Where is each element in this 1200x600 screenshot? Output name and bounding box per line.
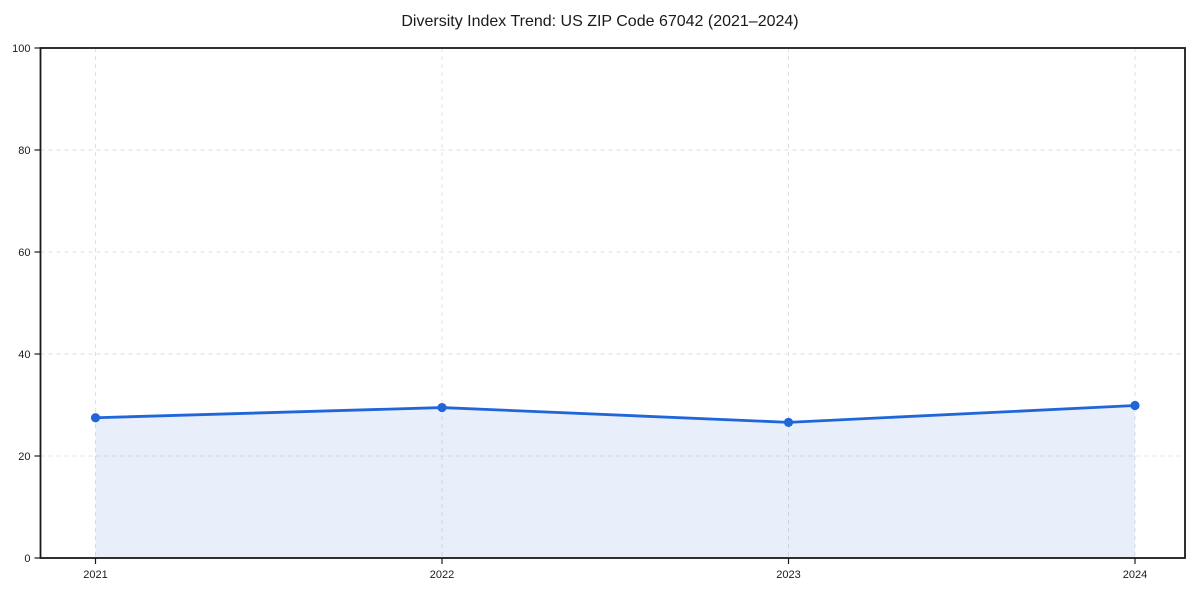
x-axis: 2021 2022 2023 2024 — [83, 558, 1147, 581]
x-tick-label: 2022 — [430, 569, 454, 581]
y-tick-label: 20 — [18, 451, 30, 463]
data-point — [90, 413, 101, 423]
y-tick-label: 60 — [18, 247, 30, 259]
chart-title: Diversity Index Trend: US ZIP Code 67042… — [401, 13, 799, 30]
data-point — [783, 417, 794, 427]
area-fill — [95, 405, 1135, 558]
y-tick-label: 100 — [12, 43, 30, 55]
trend-line — [94, 404, 1137, 424]
y-tick-label: 0 — [24, 553, 30, 565]
x-tick-label: 2024 — [1123, 569, 1147, 581]
data-points — [90, 400, 1140, 427]
x-tick-label: 2023 — [776, 569, 800, 581]
data-point — [1130, 400, 1140, 411]
y-tick-label: 40 — [18, 349, 30, 361]
plot-border — [39, 47, 1186, 559]
x-tick-label: 2021 — [83, 569, 107, 581]
y-axis: 0 20 40 60 80 100 — [12, 43, 41, 565]
y-tick-label: 80 — [18, 145, 30, 157]
gridlines — [40, 48, 1185, 558]
data-point — [437, 402, 447, 413]
